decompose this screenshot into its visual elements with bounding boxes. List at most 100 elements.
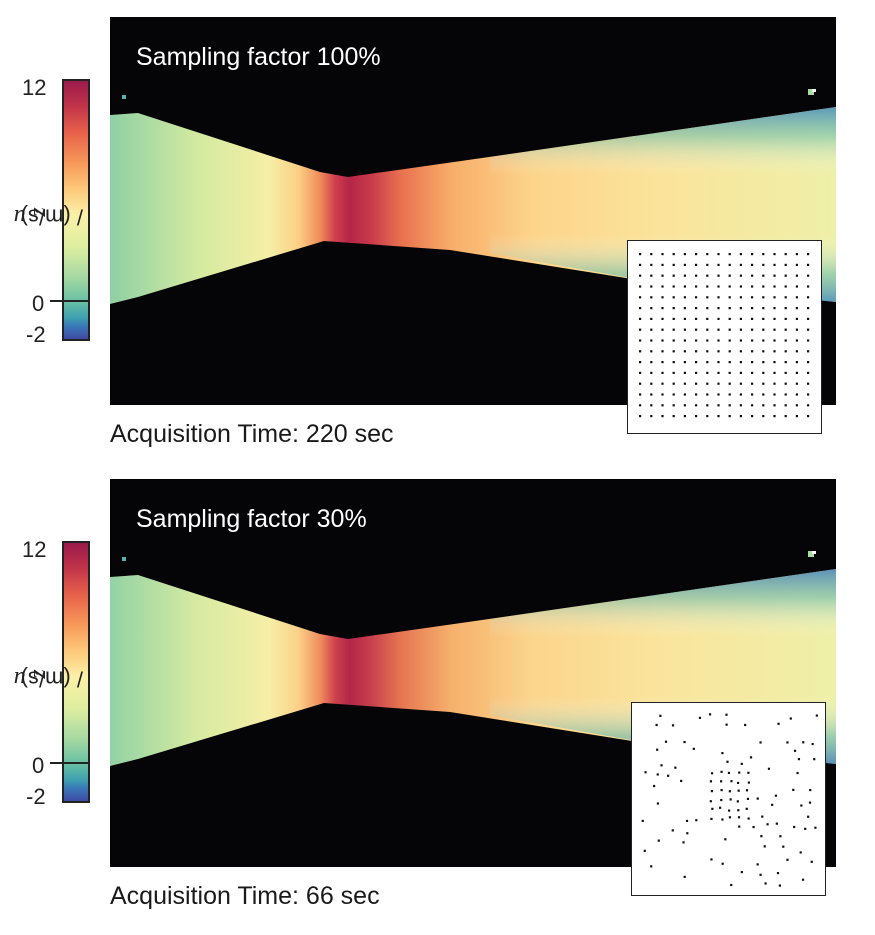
noise-pixel [122, 95, 126, 99]
sampling-point [717, 285, 720, 288]
sampling-point [773, 361, 776, 364]
sampling-point [639, 339, 642, 342]
sampling-point [672, 382, 675, 385]
sampling-point [706, 371, 709, 374]
sampling-point [784, 382, 787, 385]
sampling-point [807, 317, 810, 320]
sampling-point [728, 307, 731, 310]
sampling-point [795, 317, 798, 320]
sampling-point [762, 328, 765, 331]
sampling-point [644, 771, 647, 774]
sampling-point [739, 307, 742, 310]
sampling-point [639, 317, 642, 320]
sampling-point [661, 285, 664, 288]
sampling-point [784, 415, 787, 418]
uniform-sampling-dots [639, 253, 810, 418]
sampling-point [784, 317, 787, 320]
sampling-point [778, 884, 781, 887]
sampling-point [672, 404, 675, 407]
sampling-point [650, 263, 653, 266]
sampling-point [639, 285, 642, 288]
acquisition-time: Acquisition Time: 220 sec [110, 420, 394, 448]
sampling-point [784, 393, 787, 396]
sampling-point [728, 253, 731, 256]
sampling-point [706, 361, 709, 364]
sampling-point [751, 317, 754, 320]
sampling-point [720, 788, 723, 792]
sampling-point [814, 826, 817, 829]
sampling-point [773, 263, 776, 266]
sampling-point [762, 307, 765, 310]
sampling-point [672, 415, 675, 418]
sampling-point [739, 274, 742, 277]
sampling-point [763, 845, 766, 848]
sampling-point [807, 350, 810, 353]
sampling-point [773, 404, 776, 407]
sampling-point [728, 371, 731, 374]
sampling-point [671, 829, 674, 832]
sampling-point [810, 860, 813, 863]
sampling-point [807, 339, 810, 342]
sampling-point [674, 766, 677, 769]
sampling-point [773, 253, 776, 256]
sampling-point [795, 371, 798, 374]
colorbar-zero-tick [50, 300, 90, 302]
sampling-point [650, 865, 653, 868]
axis-label-unit: / (m/s) [21, 666, 84, 692]
sampling-point [641, 819, 644, 823]
sampling-point [751, 404, 754, 407]
sampling-point [661, 404, 664, 407]
sampling-point [751, 296, 754, 299]
sampling-point [751, 361, 754, 364]
sampling-point [728, 263, 731, 266]
sampling-point [683, 350, 686, 353]
sampling-point [650, 361, 653, 364]
sampling-point [656, 802, 660, 805]
sampling-point [639, 404, 642, 407]
sampling-factor-label: Sampling factor 100% [136, 43, 381, 71]
sampling-point [795, 307, 798, 310]
sampling-point [659, 714, 662, 717]
sampling-point [717, 307, 720, 310]
sampling-point [728, 382, 731, 385]
sampling-point [661, 382, 664, 385]
sampling-point [717, 317, 720, 320]
axis-label-unit: / (m/s) [21, 204, 84, 230]
sampling-point [807, 296, 810, 299]
sampling-point [639, 274, 642, 277]
sampling-point [672, 339, 675, 342]
sampling-point [738, 825, 741, 828]
sampling-point [737, 816, 741, 819]
sampling-point [784, 307, 787, 310]
sampling-point [661, 339, 664, 342]
sampling-point [661, 371, 664, 374]
sampling-point [717, 404, 720, 407]
sampling-pattern-inset [631, 702, 826, 896]
sampling-point [773, 371, 776, 374]
colorbar-zero-tick [50, 762, 90, 764]
sampling-point [807, 328, 810, 331]
sampling-point [728, 361, 731, 364]
sampling-point [762, 350, 765, 353]
sampling-point [773, 274, 776, 277]
sampling-point [745, 807, 748, 810]
sampling-point [726, 760, 729, 763]
sampling-point [773, 296, 776, 299]
sampling-point [775, 822, 778, 825]
sampling-point [682, 841, 685, 844]
sampling-point [661, 361, 664, 364]
colorbar-tick-min: -2 [26, 784, 46, 809]
sampling-point [747, 771, 750, 774]
sampling-point [739, 382, 742, 385]
sampling-point [721, 862, 724, 865]
sampling-point [698, 716, 702, 719]
sampling-point [683, 740, 686, 744]
sampling-point [672, 317, 675, 320]
sampling-point [695, 819, 698, 822]
sampling-point [795, 328, 798, 331]
sampling-point [661, 328, 664, 331]
sampling-point [773, 285, 776, 288]
sampling-point [776, 871, 780, 875]
sampling-point [762, 317, 765, 320]
